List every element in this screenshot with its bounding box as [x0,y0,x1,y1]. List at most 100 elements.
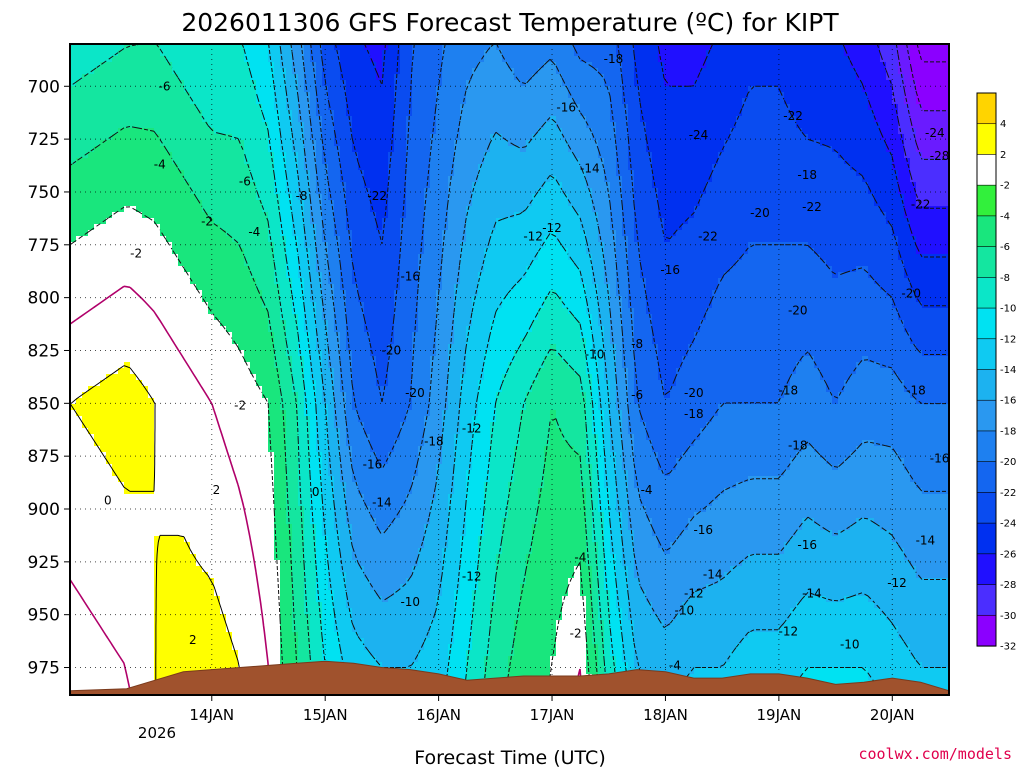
field-cell [82,488,89,495]
field-cell [190,482,197,489]
field-cell [298,236,305,243]
field-cell [100,626,107,633]
field-cell [280,458,287,465]
field-cell [136,374,143,381]
field-cell [124,602,131,609]
field-cell [154,512,161,519]
field-cell [166,326,173,333]
field-cell [220,368,227,375]
field-cell [112,260,119,267]
field-cell [136,278,143,285]
field-cell [124,596,131,603]
field-cell [220,194,227,201]
field-cell [316,422,323,429]
field-cell [256,560,263,567]
field-cell [250,446,257,453]
field-cell [250,98,257,105]
field-cell [112,410,119,417]
field-cell [142,224,149,231]
field-cell [190,536,197,543]
field-cell [130,632,137,639]
field-cell [130,362,137,369]
field-cell [136,302,143,309]
field-cell [196,512,203,519]
field-cell [154,200,161,207]
field-cell [118,506,125,513]
field-cell [166,296,173,303]
field-cell [232,290,239,297]
field-cell [280,476,287,483]
field-cell [184,194,191,201]
field-cell [310,152,317,159]
field-cell [112,362,119,369]
field-cell [160,440,167,447]
field-cell [304,578,311,585]
field-cell [310,602,317,609]
field-cell [100,602,107,609]
field-cell [118,386,125,393]
field-cell [166,446,173,453]
field-cell [136,62,143,69]
field-cell [172,296,179,303]
field-cell [172,350,179,357]
field-cell [274,410,281,417]
field-cell [292,524,299,531]
field-cell [244,332,251,339]
field-cell [190,518,197,525]
field-cell [220,374,227,381]
field-cell [112,548,119,555]
field-cell [154,572,161,579]
field-cell [334,74,341,81]
field-cell [100,56,107,63]
field-cell [334,62,341,69]
field-cell [256,392,263,399]
field-cell [130,524,137,531]
field-cell [226,116,233,123]
field-cell [292,482,299,489]
field-cell [148,374,155,381]
field-cell [340,530,347,537]
field-cell [286,302,293,309]
field-cell [190,362,197,369]
field-cell [76,464,83,471]
field-cell [94,422,101,429]
field-cell [220,470,227,477]
field-cell [220,128,227,135]
field-cell [286,632,293,639]
field-cell [244,230,251,237]
field-cell [316,344,323,351]
field-cell [106,344,113,351]
field-cell [106,98,113,105]
field-cell [316,626,323,633]
field-cell [160,554,167,561]
field-cell [208,512,215,519]
field-cell [190,554,197,561]
field-cell [256,296,263,303]
field-cell [256,464,263,471]
field-cell [154,578,161,585]
field-cell [238,398,245,405]
field-cell [244,458,251,465]
field-cell [340,518,347,525]
field-cell [178,320,185,327]
field-cell [124,548,131,555]
field-cell [76,182,83,189]
field-cell [124,290,131,297]
field-cell [148,86,155,93]
field-cell [196,218,203,225]
field-cell [82,158,89,165]
field-cell [130,578,137,585]
field-cell [202,362,209,369]
field-cell [250,602,257,609]
field-cell [274,260,281,267]
field-cell [178,656,185,663]
field-cell [298,134,305,141]
field-cell [136,332,143,339]
field-cell [70,464,77,471]
field-cell [238,302,245,309]
field-cell [226,590,233,597]
field-cell [124,86,131,93]
field-cell [178,470,185,477]
field-cell [214,284,221,291]
field-cell [154,434,161,441]
